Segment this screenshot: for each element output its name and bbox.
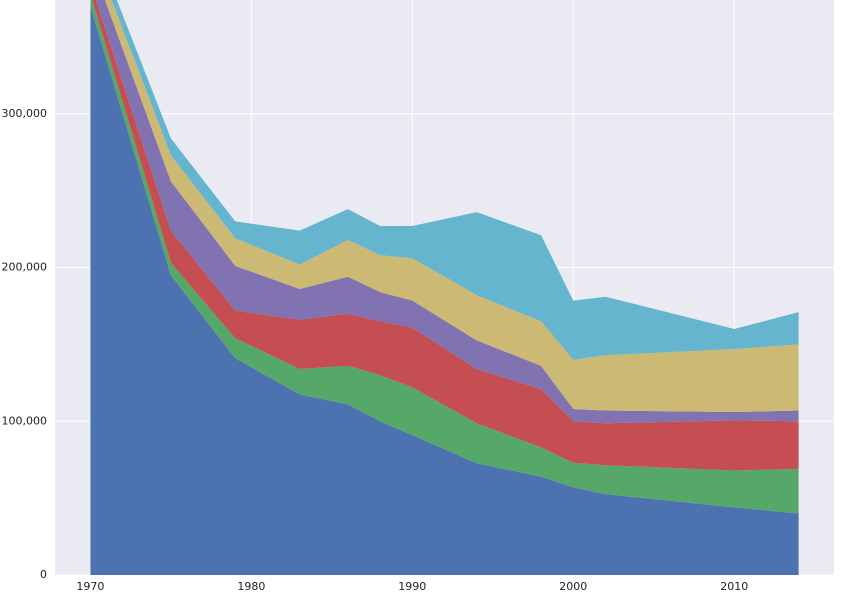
y-tick-label: 200,000 xyxy=(2,261,48,274)
area xyxy=(92,0,799,471)
area xyxy=(95,0,799,424)
tick-labels: 0 100,000 200,000 300,000 1970 1980 1990 2000 20… xyxy=(2,107,749,593)
area xyxy=(90,0,799,514)
x-tick-label: 2000 xyxy=(559,580,587,593)
areas xyxy=(90,0,799,575)
y-tick-label: 300,000 xyxy=(2,107,48,120)
x-tick-label: 1990 xyxy=(398,580,426,593)
x-tick-label: 1970 xyxy=(76,580,104,593)
area xyxy=(104,0,799,413)
x-tick-label: 1980 xyxy=(237,580,265,593)
area xyxy=(90,6,799,575)
y-tick-label: 100,000 xyxy=(2,414,48,427)
y-tick-label: 0 xyxy=(40,568,47,581)
x-tick-label: 2010 xyxy=(720,580,748,593)
